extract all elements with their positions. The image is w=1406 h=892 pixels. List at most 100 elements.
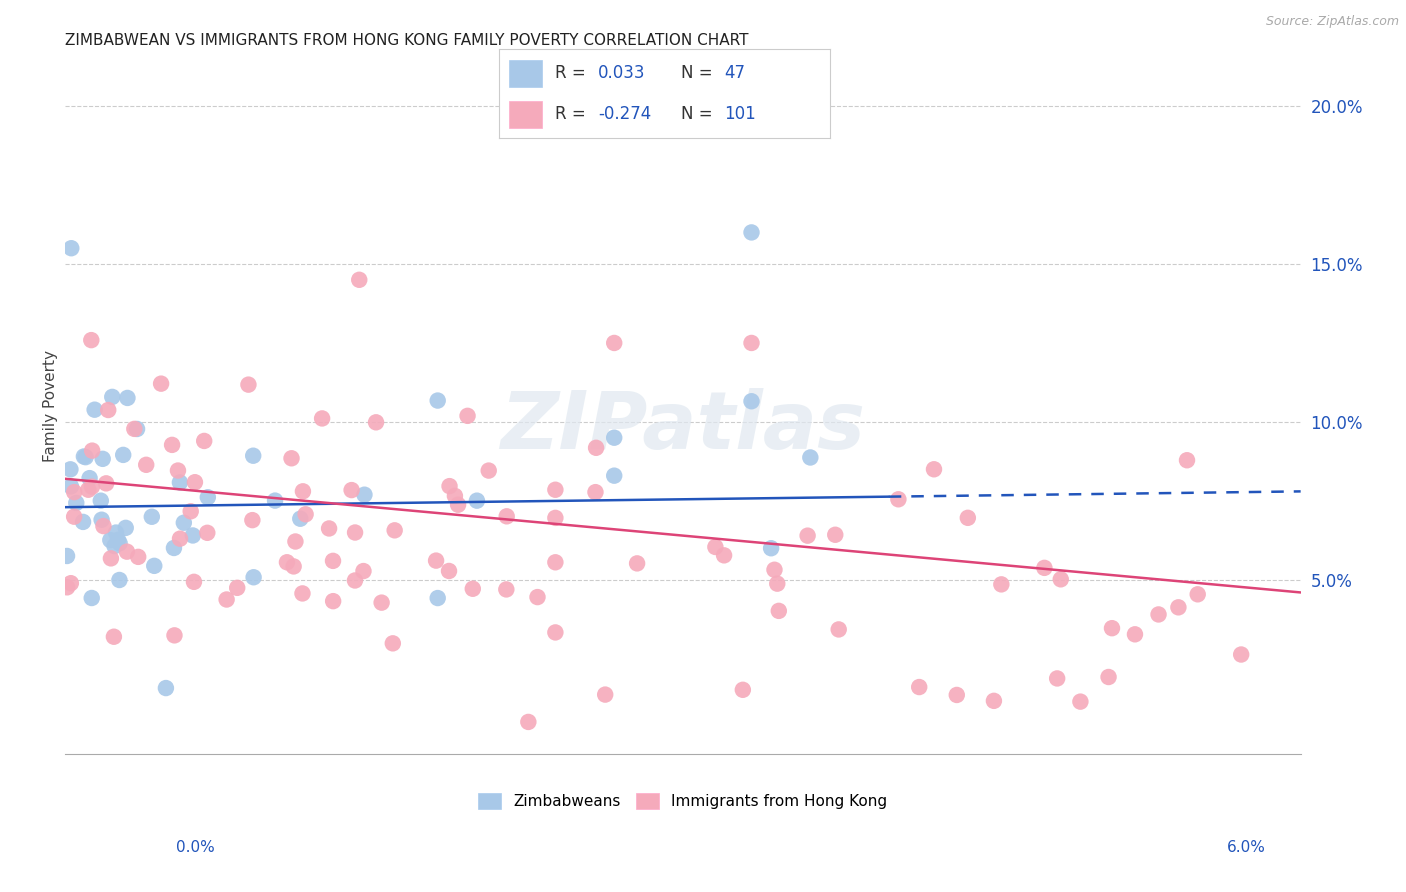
Point: [108, 536, 131, 550]
Point: [759, 541, 782, 556]
Bar: [509, 60, 543, 87]
Point: [280, 451, 302, 466]
Point: [150, 376, 173, 391]
Point: [103, 630, 125, 644]
Point: [125, 422, 148, 436]
Point: [124, 422, 146, 436]
Point: [238, 377, 260, 392]
Point: [80, 333, 103, 347]
Point: [59, 576, 82, 591]
Point: [195, 525, 218, 540]
Text: R =: R =: [555, 64, 586, 82]
Point: [1187, 587, 1209, 601]
Legend: Zimbabweans, Immigrants from Hong Kong: Zimbabweans, Immigrants from Hong Kong: [472, 787, 893, 815]
Point: [112, 448, 135, 462]
Point: [447, 498, 470, 512]
Point: [276, 555, 298, 569]
Point: [603, 431, 626, 445]
Point: [56, 580, 79, 594]
Point: [226, 581, 249, 595]
Point: [318, 521, 340, 535]
Point: [426, 591, 449, 605]
Point: [766, 576, 789, 591]
Point: [983, 694, 1005, 708]
Point: [517, 714, 540, 729]
Point: [163, 628, 186, 642]
Point: [1167, 600, 1189, 615]
Point: [63, 485, 86, 500]
Point: [740, 226, 762, 240]
Point: [215, 592, 238, 607]
Point: [294, 508, 316, 522]
Point: [169, 475, 191, 490]
Point: [526, 590, 548, 604]
Bar: [509, 101, 543, 128]
Point: [65, 496, 87, 510]
Point: [91, 451, 114, 466]
Point: [169, 532, 191, 546]
Point: [908, 680, 931, 694]
Point: [1046, 672, 1069, 686]
Point: [740, 335, 762, 350]
Point: [544, 625, 567, 640]
Point: [97, 403, 120, 417]
Point: [1097, 670, 1119, 684]
Point: [114, 521, 136, 535]
Point: [1069, 695, 1091, 709]
Point: [457, 409, 479, 423]
Point: [1230, 648, 1253, 662]
Text: N =: N =: [681, 64, 713, 82]
Text: R =: R =: [555, 105, 586, 123]
Point: [763, 563, 786, 577]
Point: [585, 485, 607, 500]
Point: [731, 682, 754, 697]
Point: [370, 596, 392, 610]
Point: [478, 464, 501, 478]
Text: N =: N =: [681, 105, 713, 123]
Point: [184, 475, 207, 490]
Point: [80, 591, 103, 605]
Text: 0.0%: 0.0%: [176, 840, 215, 855]
Point: [180, 504, 202, 518]
Point: [290, 512, 312, 526]
Point: [603, 468, 626, 483]
Point: [439, 479, 461, 493]
Point: [56, 549, 79, 563]
Point: [713, 549, 735, 563]
Text: Source: ZipAtlas.com: Source: ZipAtlas.com: [1265, 15, 1399, 28]
Point: [90, 513, 112, 527]
Text: ZIMBABWEAN VS IMMIGRANTS FROM HONG KONG FAMILY POVERTY CORRELATION CHART: ZIMBABWEAN VS IMMIGRANTS FROM HONG KONG …: [65, 33, 748, 48]
Point: [796, 529, 818, 543]
Point: [75, 450, 97, 465]
Point: [465, 493, 488, 508]
Point: [127, 549, 149, 564]
Point: [101, 390, 124, 404]
Point: [63, 509, 86, 524]
Text: 0.033: 0.033: [599, 64, 645, 82]
Point: [444, 489, 467, 503]
Point: [77, 483, 100, 497]
Point: [283, 559, 305, 574]
Point: [242, 449, 264, 463]
Point: [381, 636, 404, 650]
Point: [946, 688, 969, 702]
Point: [384, 524, 406, 538]
Point: [425, 553, 447, 567]
Point: [73, 450, 96, 464]
Point: [155, 681, 177, 695]
Point: [242, 570, 264, 584]
Point: [603, 335, 626, 350]
Point: [264, 493, 287, 508]
Point: [461, 582, 484, 596]
Point: [322, 554, 344, 568]
Text: 47: 47: [724, 64, 745, 82]
Point: [160, 438, 183, 452]
Point: [163, 541, 186, 555]
Point: [173, 516, 195, 530]
Point: [1101, 621, 1123, 635]
Point: [96, 476, 118, 491]
Point: [83, 402, 105, 417]
Point: [284, 534, 307, 549]
Point: [135, 458, 157, 472]
Point: [544, 511, 567, 525]
